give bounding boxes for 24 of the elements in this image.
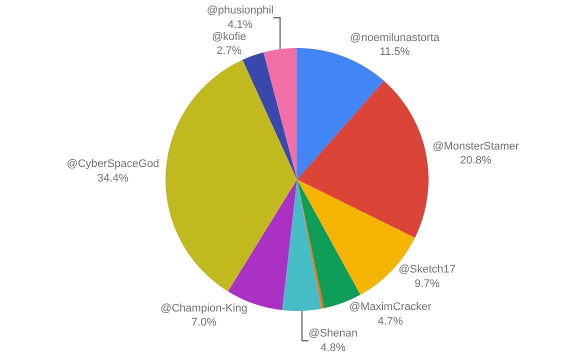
- slice-label: @CyberSpaceGod: [66, 158, 160, 170]
- data-label: 11.5%: [380, 46, 410, 58]
- slice-label: @MonsterStamer: [432, 140, 520, 152]
- data-label: 7.0%: [191, 316, 217, 329]
- slice-label: @Sketch17: [398, 264, 456, 276]
- slice-label: @Champion-King: [160, 302, 248, 314]
- pie-slice: [264, 48, 297, 180]
- pie-slice: [297, 80, 428, 238]
- data-label: 4.1%: [228, 18, 253, 31]
- slice-label: @noemilunastorta: [350, 32, 440, 44]
- data-label: 4.8%: [320, 342, 346, 354]
- slice-label: @kofie: [212, 30, 246, 43]
- data-label: 2.7%: [216, 45, 242, 58]
- pie-slice: [242, 52, 297, 180]
- pie-slice: [282, 180, 322, 311]
- slice-label: @phusionphil: [206, 4, 274, 17]
- slice-label: @Shenan: [308, 328, 358, 340]
- data-label: 4.7%: [378, 316, 404, 328]
- data-label: 20.8%: [460, 154, 492, 167]
- data-label: 9.7%: [414, 278, 440, 290]
- slice-label: @MaximCracker: [349, 301, 432, 314]
- pie-slice: [297, 180, 324, 309]
- pie-slice: [166, 60, 297, 292]
- data-label: 34.4%: [97, 172, 129, 184]
